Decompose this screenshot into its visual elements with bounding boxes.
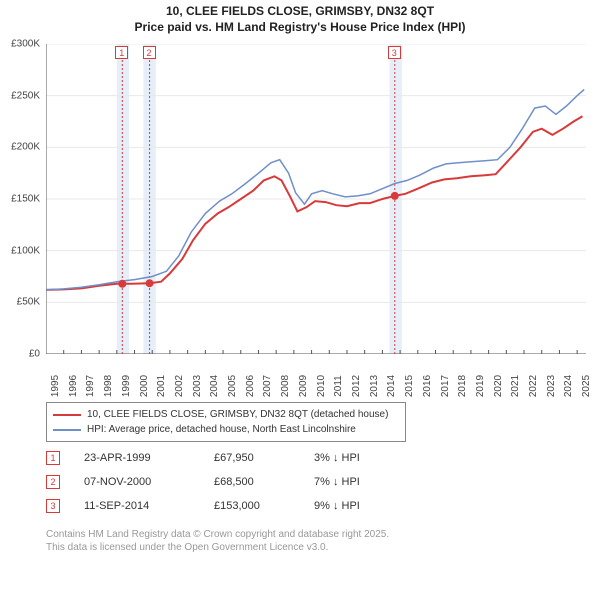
x-tick-label: 2013 — [369, 375, 380, 397]
x-tick-label: 2003 — [192, 375, 203, 397]
transaction-row: 2 07-NOV-2000£68,5007% ↓ HPI — [46, 470, 546, 494]
transaction-row: 1 23-APR-1999£67,9503% ↓ HPI — [46, 446, 546, 470]
y-axis: £0£50K£100K£150K£200K£250K£300K — [0, 40, 44, 354]
x-tick-label: 2007 — [262, 375, 273, 397]
y-tick-label: £50K — [17, 297, 40, 308]
x-tick-label: 2020 — [493, 375, 504, 397]
chart-marker-label: 2 — [143, 46, 156, 59]
x-tick-label: 2006 — [245, 375, 256, 397]
x-tick-label: 2011 — [333, 375, 344, 397]
y-tick-label: £150K — [11, 194, 40, 205]
x-tick-label: 2012 — [351, 375, 362, 397]
chart-marker-label: 1 — [115, 46, 128, 59]
x-tick-label: 2009 — [298, 375, 309, 397]
y-tick-label: £200K — [11, 142, 40, 153]
legend: 10, CLEE FIELDS CLOSE, GRIMSBY, DN32 8QT… — [46, 402, 406, 442]
transaction-date: 23-APR-1999 — [84, 452, 214, 464]
x-tick-label: 2004 — [209, 375, 220, 397]
chart-title-address: 10, CLEE FIELDS CLOSE, GRIMSBY, DN32 8QT — [0, 4, 600, 18]
transactions-table: 1 23-APR-1999£67,9503% ↓ HPI 2 07-NOV-2000£… — [46, 446, 546, 518]
x-tick-label: 2010 — [316, 375, 327, 397]
legend-item: 10, CLEE FIELDS CLOSE, GRIMSBY, DN32 8QT… — [53, 407, 399, 422]
chart-marker-label: 3 — [388, 46, 401, 59]
legend-label: 10, CLEE FIELDS CLOSE, GRIMSBY, DN32 8QT… — [87, 409, 388, 420]
transaction-marker-number: 1 — [46, 451, 60, 465]
x-tick-label: 1999 — [121, 375, 132, 397]
copyright-disclaimer: Contains HM Land Registry data © Crown c… — [46, 528, 566, 554]
x-tick-label: 2005 — [227, 375, 238, 397]
x-axis: 1995 1996 1997 1998 1999 2000 2001 2002 2003 2004… — [46, 358, 586, 398]
x-tick-label: 1997 — [85, 375, 96, 397]
chart-title-subtitle: Price paid vs. HM Land Registry's House … — [0, 20, 600, 34]
x-tick-label: 2023 — [546, 375, 557, 397]
transaction-price: £153,000 — [214, 500, 314, 512]
x-tick-label: 2002 — [174, 375, 185, 397]
x-tick-label: 2008 — [280, 375, 291, 397]
transaction-price: £68,500 — [214, 476, 314, 488]
x-tick-label: 2015 — [404, 375, 415, 397]
transaction-hpi-delta: 9% ↓ HPI — [314, 500, 394, 512]
x-tick-label: 2014 — [386, 375, 397, 397]
y-tick-label: £250K — [11, 90, 40, 101]
y-tick-label: £0 — [29, 349, 40, 360]
x-tick-label: 2025 — [581, 375, 592, 397]
x-tick-label: 2021 — [510, 375, 521, 397]
x-tick-label: 2001 — [156, 375, 167, 397]
x-tick-label: 2024 — [563, 375, 574, 397]
disclaimer-line: This data is licensed under the Open Gov… — [46, 541, 566, 554]
y-tick-label: £300K — [11, 39, 40, 50]
chart-plot-area: 1 2 3 — [46, 44, 586, 354]
disclaimer-line: Contains HM Land Registry data © Crown c… — [46, 528, 566, 541]
transaction-marker-number: 2 — [46, 475, 60, 489]
x-tick-label: 2018 — [457, 375, 468, 397]
x-tick-label: 2019 — [475, 375, 486, 397]
x-tick-label: 2016 — [422, 375, 433, 397]
transaction-date: 11-SEP-2014 — [84, 500, 214, 512]
x-tick-label: 2000 — [139, 375, 150, 397]
transaction-row: 3 11-SEP-2014£153,0009% ↓ HPI — [46, 494, 546, 518]
legend-item: HPI: Average price, detached house, Nort… — [53, 422, 399, 437]
legend-label: HPI: Average price, detached house, Nort… — [87, 424, 356, 435]
transaction-price: £67,950 — [214, 452, 314, 464]
x-tick-label: 2022 — [528, 375, 539, 397]
legend-swatch — [53, 429, 81, 431]
y-tick-label: £100K — [11, 245, 40, 256]
transaction-date: 07-NOV-2000 — [84, 476, 214, 488]
x-tick-label: 1995 — [50, 375, 61, 397]
x-tick-label: 1996 — [68, 375, 79, 397]
transaction-hpi-delta: 7% ↓ HPI — [314, 476, 394, 488]
x-tick-label: 2017 — [440, 375, 451, 397]
legend-swatch — [53, 414, 81, 416]
x-tick-label: 1998 — [103, 375, 114, 397]
transaction-marker-number: 3 — [46, 499, 60, 513]
transaction-hpi-delta: 3% ↓ HPI — [314, 452, 394, 464]
